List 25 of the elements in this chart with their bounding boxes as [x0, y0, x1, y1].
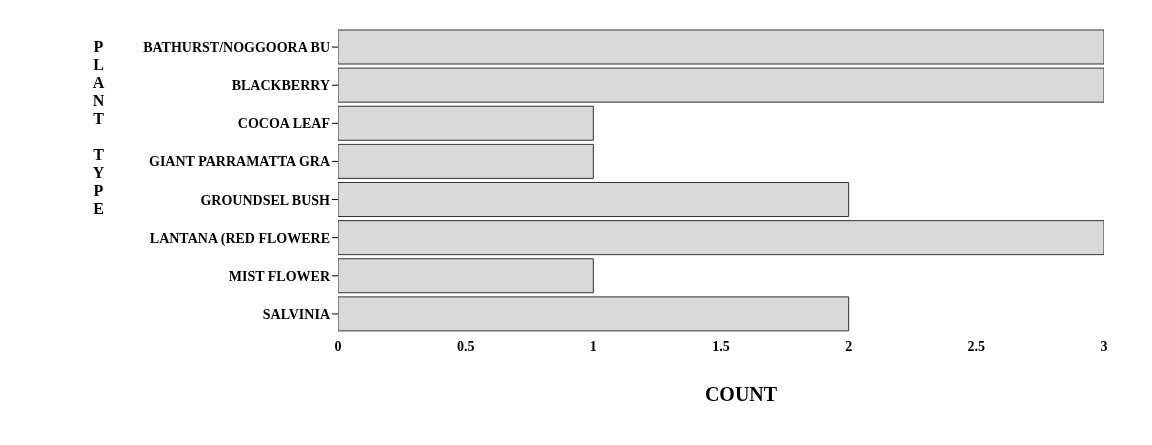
- y-tick-label: SALVINIA: [262, 306, 331, 322]
- y-tick-label: BLACKBERRY: [231, 78, 330, 94]
- y-tick-label: LANTANA (RED FLOWERE: [149, 230, 330, 247]
- y-tick-label: BATHURST/NOGGOORA BU: [143, 40, 330, 56]
- y-tick-label: GROUNDSEL BUSH: [200, 192, 331, 208]
- x-tick-label: 2: [845, 338, 853, 354]
- y-axis-title: PLANT TYPE: [90, 38, 107, 218]
- x-tick-label: 0: [334, 338, 342, 354]
- x-tick-label: 1.5: [712, 338, 730, 354]
- bar: [338, 143, 594, 179]
- x-tick-label: 2.5: [967, 338, 986, 354]
- bar: [338, 220, 1104, 256]
- x-axis-title: COUNT: [703, 383, 779, 406]
- bar: [338, 29, 1104, 65]
- y-tick-label: MIST FLOWER: [228, 268, 331, 284]
- bar: [338, 258, 594, 294]
- y-tick-label: GIANT PARRAMATTA GRA: [149, 154, 331, 170]
- bar: [338, 67, 1104, 103]
- x-tick-label: 1: [589, 338, 597, 354]
- x-tick-label: 0.5: [456, 338, 475, 354]
- y-tick-label: COCOA LEAF: [237, 116, 330, 132]
- bar: [338, 182, 850, 217]
- bar: [338, 105, 594, 141]
- x-tick-label: 3: [1100, 338, 1108, 354]
- bar: [338, 296, 850, 332]
